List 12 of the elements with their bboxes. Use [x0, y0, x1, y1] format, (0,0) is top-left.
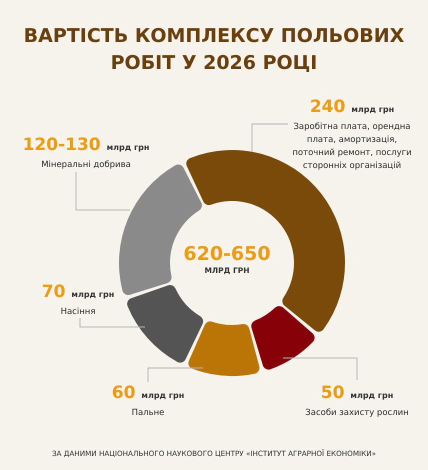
data-label: 70 млрд грн	[42, 282, 114, 302]
text: 620-650	[183, 243, 271, 265]
data-label: 50 млрд грн	[320, 383, 394, 403]
slice-label: Засоби захисту рослин	[305, 408, 409, 418]
slice-label: Мінеральні добрива	[41, 160, 131, 170]
slice-label: Пальне	[132, 408, 164, 418]
data-label: 120-130 млрд грн	[22, 135, 150, 155]
slice-label: Заробітна плата, орендна плата, амортизація, поточний ремонт, послуги сторонніх організацій	[292, 122, 412, 171]
data-label: 240 млрд грн	[310, 97, 394, 117]
chart-title: ВАРТІСТЬ КОМПЛЕКСУ ПОЛЬОВИХ РОБІТ У 2026 РОЦІ	[24, 25, 405, 74]
slice-label: Насіння	[60, 307, 96, 317]
data-label: 60 млрд грн	[112, 383, 184, 403]
